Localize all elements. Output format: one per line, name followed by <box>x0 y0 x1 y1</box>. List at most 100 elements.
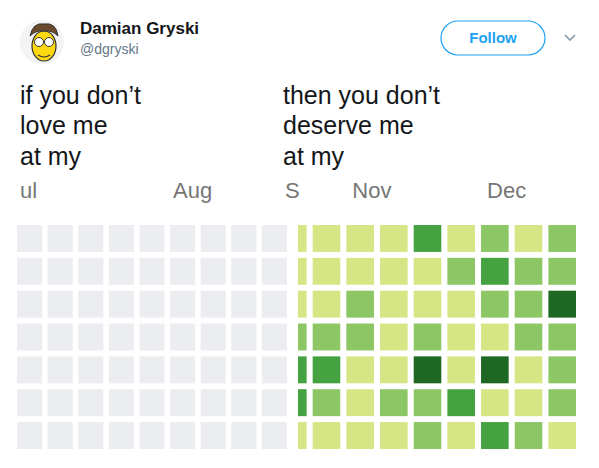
heatmap-cell <box>346 389 374 416</box>
month-axis: ul Aug <box>20 178 212 203</box>
heatmap-cell <box>201 356 226 383</box>
heatmap-cell <box>139 422 164 449</box>
follow-button-bg[interactable] <box>441 21 545 55</box>
follow-button[interactable]: Follow <box>441 21 545 55</box>
heatmap-cell <box>170 291 195 318</box>
heatmap-cell <box>515 422 543 449</box>
heatmap-cell <box>201 291 226 318</box>
heatmap-cell <box>109 291 134 318</box>
heatmap-cell <box>170 225 195 252</box>
heatmap-cell <box>481 356 509 383</box>
heatmap-cell <box>414 422 442 449</box>
heatmap-cell <box>414 356 442 383</box>
month-tick: Dec <box>487 178 526 203</box>
heatmap-cell <box>447 291 475 318</box>
heatmap-cell <box>380 389 408 416</box>
heatmap-cell <box>481 422 509 449</box>
heatmap-cell <box>447 225 475 252</box>
heatmap-cell <box>170 422 195 449</box>
heatmap-cell <box>170 356 195 383</box>
caption-line: deserve me <box>283 111 414 139</box>
heatmap-cell <box>447 258 475 285</box>
caption-line: at my <box>283 142 345 170</box>
heatmap-cell <box>380 324 408 351</box>
heatmap-panel: S Nov Dec <box>279 178 576 449</box>
author-handle[interactable]: @dgryski <box>80 41 139 57</box>
heatmap-cell <box>313 389 341 416</box>
heatmap-cell <box>313 356 341 383</box>
cells <box>298 225 576 449</box>
heatmap-cell <box>17 258 42 285</box>
heatmap-cell <box>17 389 42 416</box>
heatmap-cell <box>548 291 576 318</box>
avatar-eye <box>35 38 44 47</box>
heatmap-cell <box>139 258 164 285</box>
heatmap-cell <box>414 324 442 351</box>
caption-line: if you don’t <box>20 81 141 109</box>
heatmap-cell <box>548 356 576 383</box>
heatmap-cell <box>313 225 341 252</box>
heatmap-cell <box>313 324 341 351</box>
heatmap-cell <box>231 422 256 449</box>
heatmap-cell <box>170 324 195 351</box>
month-label: Dec <box>487 178 526 203</box>
heatmap-cell <box>48 324 73 351</box>
avatar-eye <box>45 38 54 47</box>
heatmap-cell <box>346 291 374 318</box>
heatmap-cell <box>515 356 543 383</box>
menu-chevron[interactable] <box>565 35 575 40</box>
heatmap-cell <box>48 356 73 383</box>
author-name[interactable]: Damian Gryski <box>80 19 199 38</box>
heatmap-cell <box>346 356 374 383</box>
heatmap-cell <box>48 258 73 285</box>
heatmap-cell <box>262 258 287 285</box>
heatmap-cell <box>262 225 287 252</box>
avatar[interactable] <box>20 20 64 64</box>
heatmap-cell <box>548 422 576 449</box>
heatmap-cell <box>109 356 134 383</box>
heatmap-cell <box>78 225 103 252</box>
heatmap-cell <box>548 389 576 416</box>
heatmap-cell <box>548 324 576 351</box>
heatmap-cell <box>139 324 164 351</box>
heatmap-cell <box>109 225 134 252</box>
tweet-card: Damian Gryski@dgryskiFollowif you don’tl… <box>0 0 599 468</box>
heatmap-cell <box>262 422 287 449</box>
heatmap-cell <box>346 422 374 449</box>
month-tick: ul <box>20 178 37 203</box>
heatmap-cell <box>201 258 226 285</box>
heatmap-cell <box>481 225 509 252</box>
heatmap-cell <box>298 225 307 252</box>
heatmap-cell <box>139 356 164 383</box>
heatmap-cell <box>313 422 341 449</box>
heatmap-cell <box>414 258 442 285</box>
avatar-head <box>32 31 56 61</box>
heatmap-cell <box>17 422 42 449</box>
heatmap-cell <box>78 356 103 383</box>
heatmap-cell <box>380 225 408 252</box>
heatmap-cell <box>414 225 442 252</box>
follow-button-label[interactable]: Follow <box>469 29 517 46</box>
heatmap-cell <box>447 356 475 383</box>
heatmap-cell <box>380 356 408 383</box>
heatmap-cell <box>346 225 374 252</box>
heatmap-cell <box>298 258 307 285</box>
heatmap-cell <box>515 258 543 285</box>
heatmap-cell <box>313 291 341 318</box>
month-label: Nov <box>352 178 391 203</box>
heatmap-cell <box>231 356 256 383</box>
heatmap-cell <box>380 291 408 318</box>
heatmap-cell <box>231 389 256 416</box>
cells <box>17 225 287 449</box>
caption-line: at my <box>20 142 82 170</box>
heatmap-cell <box>231 225 256 252</box>
heatmap-cell <box>201 225 226 252</box>
heatmap-cell <box>414 291 442 318</box>
heatmap-cell <box>48 291 73 318</box>
heatmap-cell <box>201 389 226 416</box>
month-label: S <box>285 178 300 203</box>
month-label: Aug <box>173 178 212 203</box>
heatmap-cell <box>346 324 374 351</box>
month-tick: S <box>285 178 300 203</box>
heatmap-cell <box>78 389 103 416</box>
